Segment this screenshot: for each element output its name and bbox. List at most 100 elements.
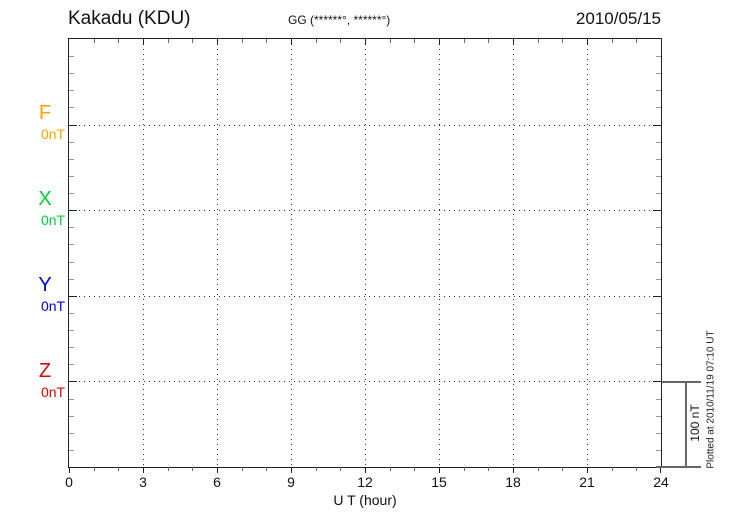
x-major-tick-top xyxy=(291,39,292,45)
x-minor-tick-bottom xyxy=(389,467,391,471)
gridline-horizontal-baseline xyxy=(69,124,661,126)
y-minor-tick-right xyxy=(656,107,661,109)
x-major-tick-top xyxy=(143,39,144,45)
x-major-tick-top xyxy=(365,39,366,45)
x-minor-tick-bottom xyxy=(340,467,342,471)
x-minor-tick-top xyxy=(414,39,416,43)
x-minor-tick-bottom xyxy=(266,467,268,471)
y-minor-tick-right xyxy=(656,90,661,92)
y-minor-tick-left xyxy=(69,158,74,160)
x-major-tick-top xyxy=(513,39,514,45)
x-minor-tick-top xyxy=(241,39,243,43)
x-axis-title: U T (hour) xyxy=(333,492,397,508)
y-minor-tick-left xyxy=(69,244,74,246)
x-minor-tick-bottom xyxy=(463,467,465,471)
y-minor-tick-right xyxy=(656,278,661,280)
gridline-vertical xyxy=(143,39,144,467)
y-major-tick-right xyxy=(653,210,661,212)
y-minor-tick-right xyxy=(656,449,661,451)
y-minor-tick-right xyxy=(656,141,661,143)
gridline-vertical xyxy=(587,39,588,467)
x-minor-tick-top xyxy=(192,39,194,43)
x-minor-tick-bottom xyxy=(315,467,317,471)
scalebar-vertical-line xyxy=(685,381,687,468)
plot-area xyxy=(68,38,662,473)
x-minor-tick-top xyxy=(167,39,169,43)
y-minor-tick-right xyxy=(656,415,661,417)
x-major-tick-bottom xyxy=(660,467,661,473)
station-title: Kakadu (KDU) xyxy=(68,8,191,29)
channel-baseline-f: 0nT xyxy=(40,126,66,142)
y-minor-tick-left xyxy=(69,227,74,229)
x-minor-tick-top xyxy=(488,39,490,43)
x-minor-tick-top xyxy=(562,39,564,43)
x-minor-tick-top xyxy=(611,39,613,43)
y-minor-tick-left xyxy=(69,364,74,366)
y-minor-tick-left xyxy=(69,415,74,417)
x-minor-tick-bottom xyxy=(562,467,564,471)
y-minor-tick-left xyxy=(69,312,74,314)
x-major-tick-bottom xyxy=(439,467,440,473)
gridline-horizontal-baseline xyxy=(69,381,661,383)
y-minor-tick-right xyxy=(656,244,661,246)
x-major-tick-top xyxy=(217,39,218,45)
y-minor-tick-right xyxy=(656,193,661,195)
scalebar-label: 100 nT xyxy=(688,404,702,442)
x-minor-tick-top xyxy=(118,39,120,43)
y-minor-tick-right xyxy=(656,175,661,177)
y-major-tick-left xyxy=(69,210,77,212)
y-minor-tick-left xyxy=(69,347,74,349)
y-minor-tick-left xyxy=(69,432,74,434)
x-tick-label: 24 xyxy=(653,474,669,490)
plotted-at-note: Plotted at 2010/11/19 07:10 UT xyxy=(705,330,717,469)
x-major-tick-top xyxy=(439,39,440,45)
scalebar-top-cap xyxy=(662,381,701,383)
x-tick-label: 15 xyxy=(431,474,447,490)
y-minor-tick-left xyxy=(69,141,74,143)
y-minor-tick-right xyxy=(656,56,661,58)
y-minor-tick-left xyxy=(69,449,74,451)
x-minor-tick-bottom xyxy=(167,467,169,471)
y-minor-tick-right xyxy=(656,73,661,75)
y-minor-tick-right xyxy=(656,347,661,349)
x-tick-label: 18 xyxy=(505,474,521,490)
y-minor-tick-right xyxy=(656,364,661,366)
x-minor-tick-bottom xyxy=(118,467,120,471)
x-tick-label: 12 xyxy=(357,474,373,490)
gridline-vertical xyxy=(365,39,366,467)
x-tick-label: 3 xyxy=(139,474,147,490)
y-major-tick-left xyxy=(69,381,77,383)
scalebar-bottom-cap xyxy=(656,466,701,468)
y-minor-tick-left xyxy=(69,261,74,263)
x-tick-label: 9 xyxy=(287,474,295,490)
y-major-tick-left xyxy=(69,295,77,297)
y-major-tick-right xyxy=(653,381,661,383)
x-tick-label: 21 xyxy=(579,474,595,490)
x-major-tick-bottom xyxy=(69,467,70,473)
y-minor-tick-left xyxy=(69,398,74,400)
x-minor-tick-top xyxy=(266,39,268,43)
x-major-tick-bottom xyxy=(291,467,292,473)
y-minor-tick-right xyxy=(656,227,661,229)
x-major-tick-bottom xyxy=(143,467,144,473)
gridline-vertical xyxy=(217,39,218,467)
gridline-horizontal-baseline xyxy=(69,210,661,212)
y-minor-tick-left xyxy=(69,330,74,332)
x-minor-tick-top xyxy=(463,39,465,43)
x-minor-tick-bottom xyxy=(192,467,194,471)
x-minor-tick-bottom xyxy=(611,467,613,471)
gridline-vertical xyxy=(439,39,440,467)
x-minor-tick-top xyxy=(340,39,342,43)
channel-label-z: Z xyxy=(38,360,52,382)
x-minor-tick-bottom xyxy=(537,467,539,471)
x-minor-tick-bottom xyxy=(414,467,416,471)
x-major-tick-bottom xyxy=(513,467,514,473)
x-minor-tick-top xyxy=(389,39,391,43)
x-minor-tick-bottom xyxy=(93,467,95,471)
y-minor-tick-left xyxy=(69,278,74,280)
y-minor-tick-right xyxy=(656,398,661,400)
channel-baseline-y: 0nT xyxy=(40,298,66,314)
y-major-tick-right xyxy=(653,124,661,126)
y-minor-tick-right xyxy=(656,330,661,332)
